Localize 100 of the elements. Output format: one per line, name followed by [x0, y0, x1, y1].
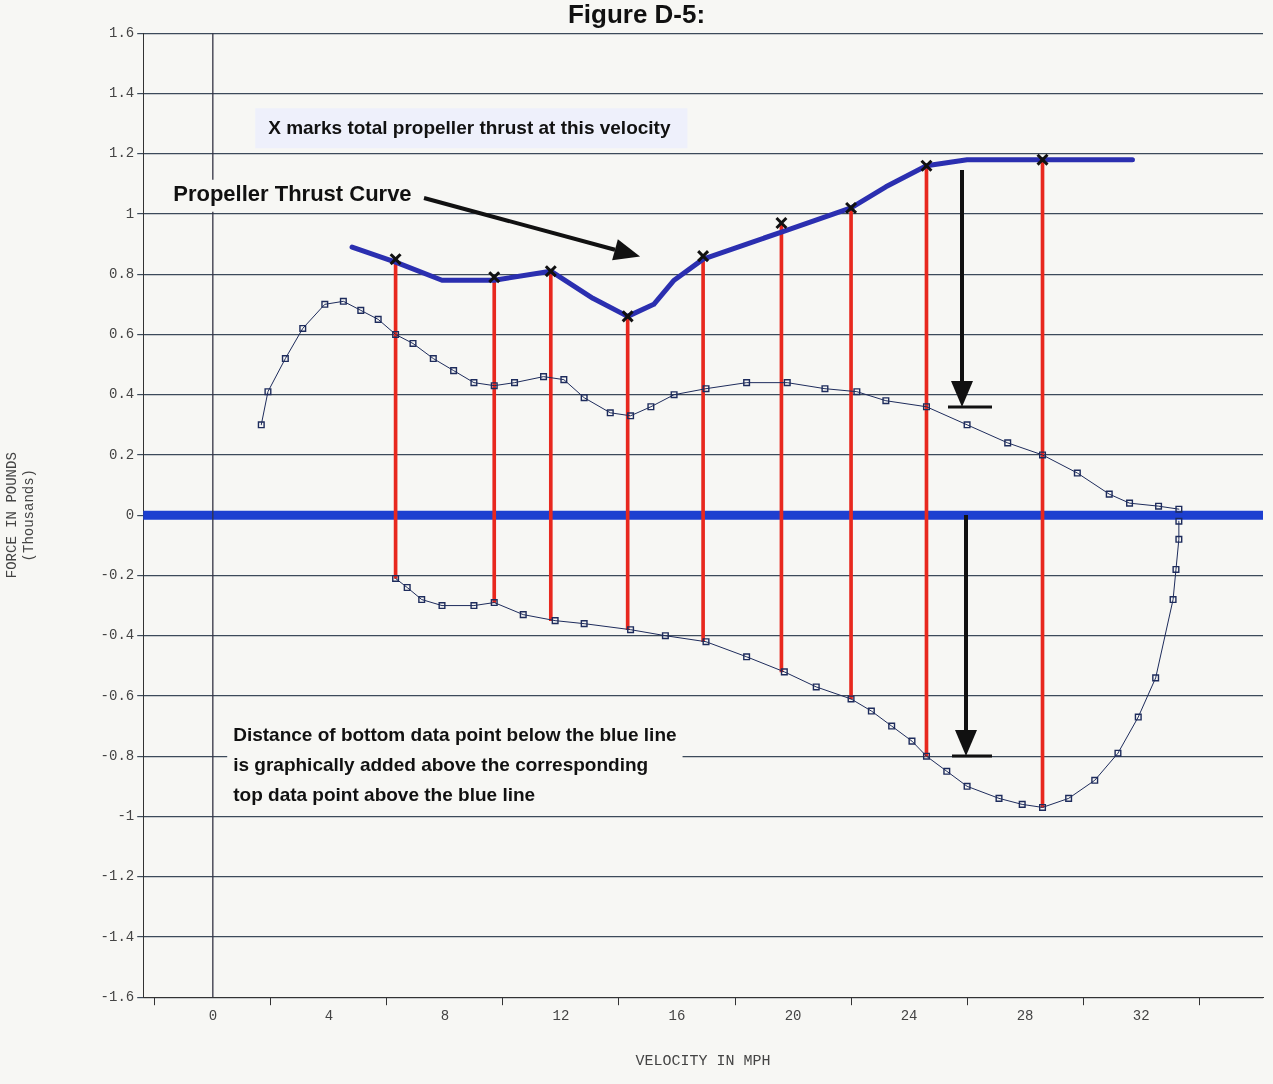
point [264, 388, 272, 396]
y-tick-label: 0.4 [108, 386, 135, 403]
point [580, 394, 588, 402]
y-tick-label: 1.4 [108, 85, 135, 102]
point [696, 249, 710, 263]
point [438, 602, 446, 610]
point [511, 379, 519, 387]
point [922, 752, 931, 760]
point [627, 412, 635, 420]
point [743, 379, 751, 387]
y-tick-label: 1.6 [108, 24, 135, 41]
point [922, 403, 931, 411]
point [908, 737, 916, 745]
point [702, 638, 710, 646]
point [403, 583, 411, 592]
x-tick-label: 16 [668, 1008, 686, 1025]
x-tick-label: 32 [1132, 1008, 1150, 1025]
point [1114, 749, 1122, 757]
point [389, 252, 403, 266]
point [621, 309, 635, 323]
point [606, 409, 614, 417]
y-tick-label: 1.2 [108, 145, 135, 162]
x-tick-label: 0 [208, 1008, 218, 1025]
point [281, 355, 289, 363]
point [470, 602, 478, 610]
point [1175, 505, 1183, 513]
point [560, 376, 568, 384]
x-tick-label: 20 [784, 1008, 802, 1025]
point [257, 421, 265, 429]
point [1175, 535, 1183, 543]
y-tick-label: -1.2 [100, 868, 135, 885]
point [580, 620, 588, 628]
y-tick-label: -1.6 [100, 988, 135, 1005]
point [963, 782, 971, 790]
chart-title: Figure D-5: [567, 0, 706, 29]
point [1073, 469, 1081, 477]
x-tick-label: 28 [1016, 1008, 1034, 1025]
point [1172, 565, 1180, 573]
y-tick-label: -0.2 [100, 567, 135, 584]
point [821, 385, 829, 393]
point [418, 596, 426, 604]
point [544, 264, 558, 278]
point [1038, 803, 1047, 811]
point [1038, 451, 1047, 459]
point [995, 794, 1003, 802]
y-tick-label: -0.4 [100, 627, 135, 644]
point [743, 653, 751, 661]
point [1155, 502, 1163, 510]
point [392, 574, 400, 582]
y-tick-label: 1 [125, 205, 135, 222]
point [450, 367, 458, 375]
x-tick-label: 4 [324, 1008, 334, 1025]
x-tick-label: 12 [552, 1008, 570, 1025]
point [882, 397, 890, 405]
point [853, 388, 861, 396]
point [392, 330, 400, 338]
point [1004, 439, 1012, 447]
point [647, 403, 655, 411]
point [429, 355, 437, 363]
point [844, 201, 858, 215]
annotation: Propeller Thrust Curve [173, 180, 412, 206]
point [490, 599, 498, 607]
point [780, 668, 788, 676]
y-tick-label: 0.8 [108, 265, 135, 282]
point [774, 216, 788, 230]
point [783, 379, 791, 387]
point [1175, 517, 1183, 525]
point [1065, 794, 1073, 802]
point [487, 270, 501, 284]
point [963, 421, 971, 429]
annotation: X marks total propeller thrust at this velocity [268, 116, 671, 138]
y-tick-label: -1 [117, 808, 135, 825]
annotation: Distance of bottom data point below the blue line is graphically added above the corresponding top data point above the blue line [233, 723, 677, 805]
y-tick-label: -1.4 [100, 928, 135, 945]
point [339, 297, 347, 305]
point [1091, 776, 1099, 784]
point [670, 391, 678, 399]
point [627, 626, 635, 634]
point [812, 683, 820, 691]
point [1018, 800, 1026, 808]
point [943, 767, 951, 775]
point [540, 373, 548, 381]
bar [849, 207, 853, 700]
point [490, 382, 498, 390]
point [1169, 596, 1177, 604]
point [551, 617, 559, 625]
point [847, 695, 855, 703]
y-tick-label: -0.6 [100, 687, 135, 704]
bar [625, 316, 630, 631]
point [888, 722, 896, 730]
point [867, 707, 875, 715]
x-tick-label: 24 [900, 1008, 918, 1025]
x-axis-title: VELOCITY IN MPH [635, 1052, 771, 1070]
y-tick-label: -0.8 [100, 747, 135, 764]
point [702, 385, 710, 393]
point [409, 339, 417, 348]
y-tick-label: 0 [125, 506, 135, 523]
x-tick-label: 8 [440, 1008, 450, 1025]
point [470, 379, 478, 387]
point [1105, 490, 1113, 498]
